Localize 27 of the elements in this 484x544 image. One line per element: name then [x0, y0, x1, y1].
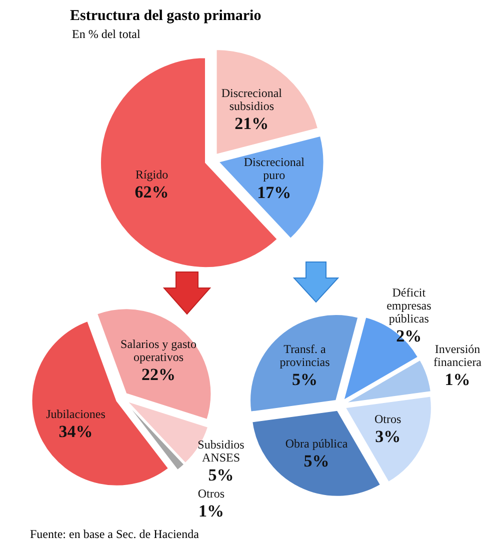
data-label: 34%: [58, 422, 93, 441]
data-label: 21%: [234, 114, 269, 133]
data-label: 3%: [375, 426, 401, 446]
chart-subtitle: En % del total: [72, 27, 141, 41]
data-label: 5%: [304, 451, 330, 470]
slice-label: Otros: [374, 412, 402, 426]
data-label: 17%: [257, 183, 292, 202]
chart-title: Estructura del gasto primario: [70, 8, 262, 24]
data-label: 62%: [134, 182, 169, 202]
data-label: 1%: [444, 370, 470, 389]
slice-label: Déficit empresas públicas: [386, 285, 432, 326]
data-label: 2%: [396, 326, 422, 346]
data-label: 1%: [198, 501, 224, 520]
source-note: Fuente: en base a Sec. de Hacienda: [30, 527, 200, 541]
slice-label: Jubilaciones: [46, 406, 106, 421]
data-label: 22%: [142, 364, 176, 384]
slice-label: Subsidios ANSES: [198, 437, 245, 464]
slice-label: Transf. a provincias: [280, 342, 330, 369]
slice-label: Obra pública: [285, 436, 348, 450]
data-label: 5%: [208, 465, 234, 484]
slice-label: Otros: [198, 486, 225, 500]
slice-label: Salarios y gasto operativos: [120, 336, 197, 364]
data-label: 5%: [292, 370, 318, 389]
slice-label: Discrecional puro: [244, 155, 306, 182]
slice-label: Inversión financiera: [434, 342, 482, 369]
slice-label: Rígido: [135, 167, 168, 182]
slice-label: Discrecional subsidios: [221, 86, 283, 113]
